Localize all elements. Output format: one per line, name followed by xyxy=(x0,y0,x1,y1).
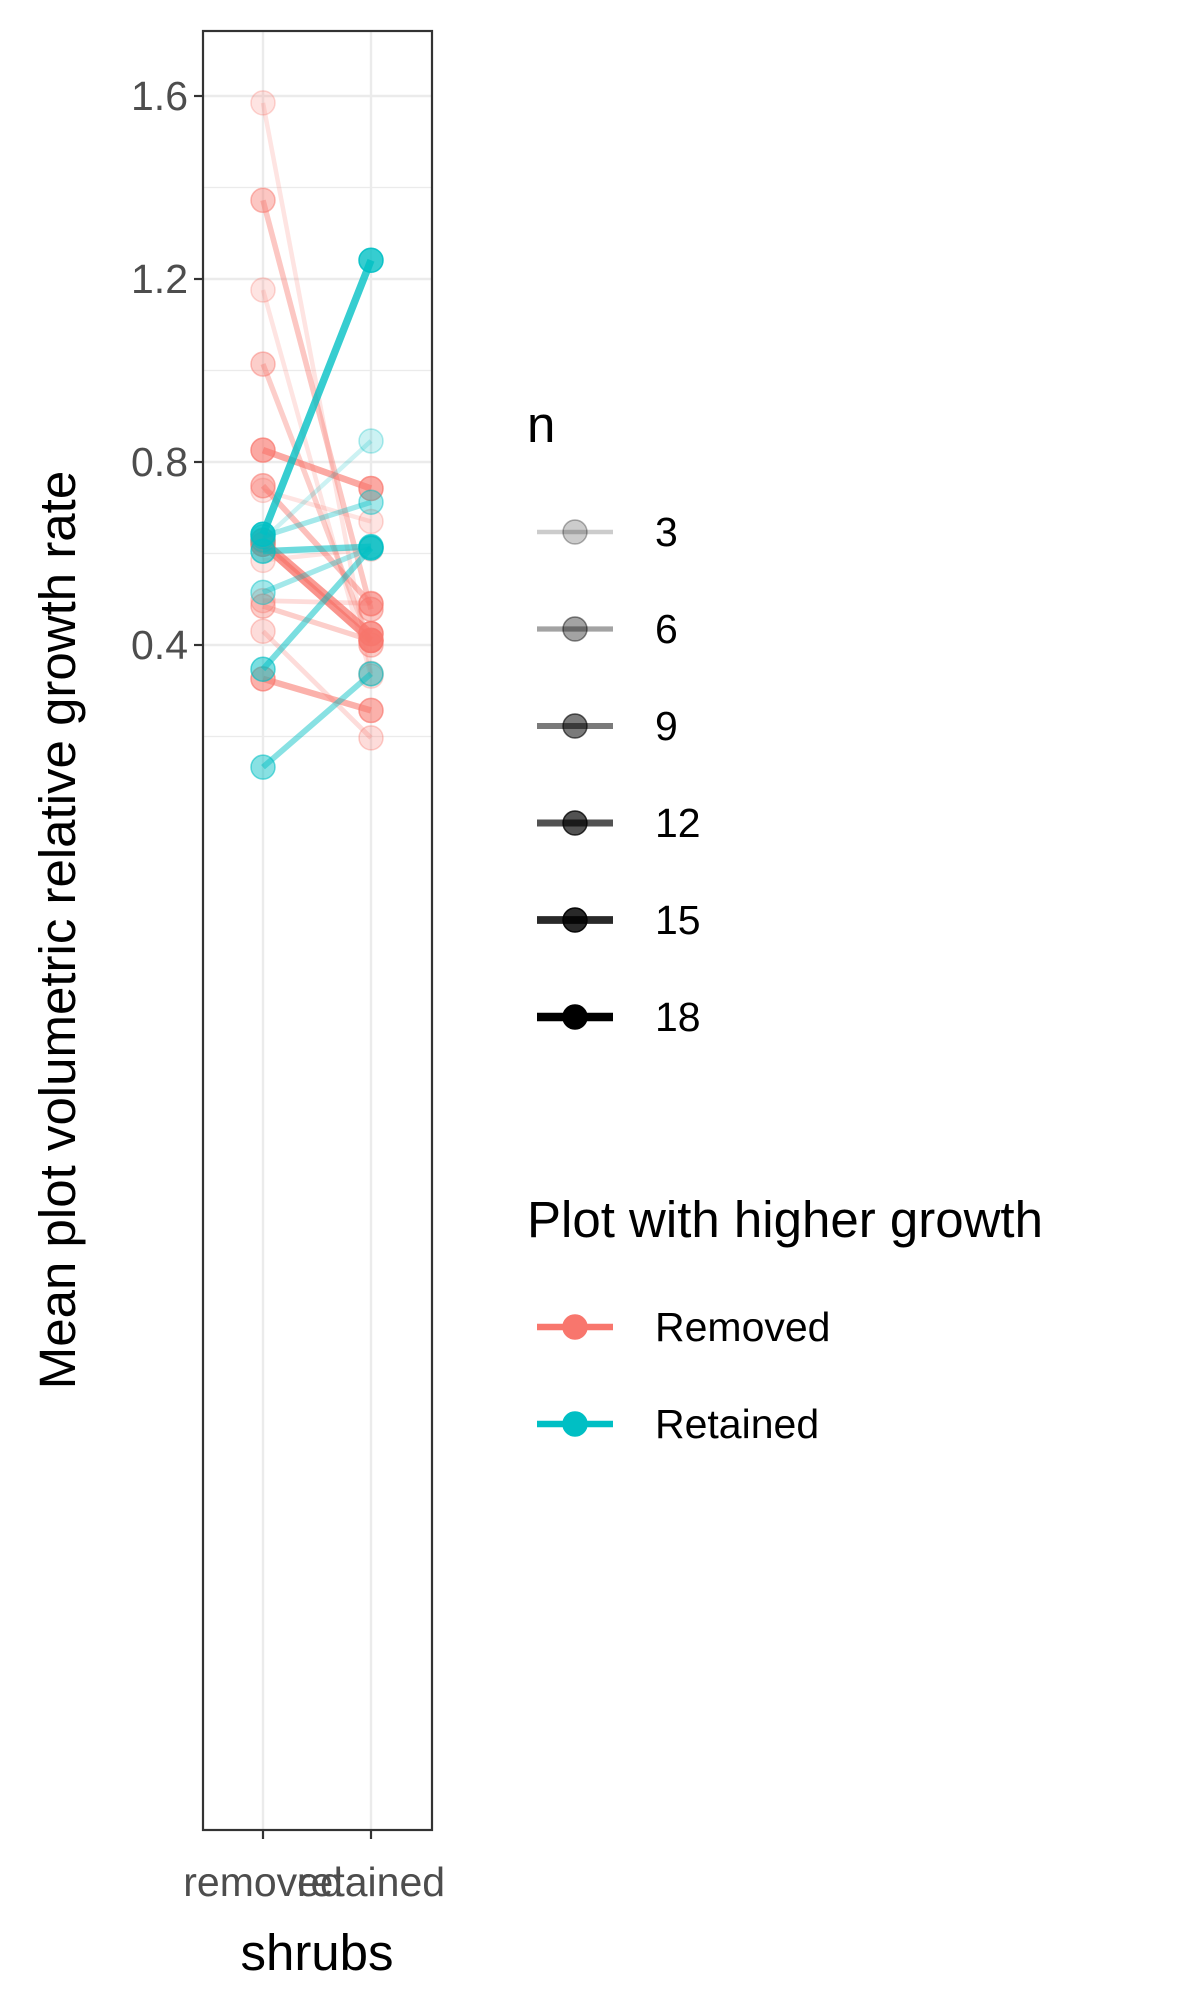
pair-line xyxy=(260,363,374,646)
legend-color-key: Removed xyxy=(537,1304,830,1350)
data-point xyxy=(250,754,276,780)
data-point xyxy=(358,508,384,535)
x-axis-title: shrubs xyxy=(240,1924,393,1981)
legend-n-key: 6 xyxy=(537,606,678,652)
legend-n-swatch-point xyxy=(562,907,588,933)
legend-color-swatch-point xyxy=(562,1314,588,1340)
y-tick-label: 0.4 xyxy=(131,622,188,668)
pair-line xyxy=(261,671,373,770)
data-point xyxy=(358,590,384,617)
legend-n-key: 3 xyxy=(537,509,678,555)
pair-line xyxy=(261,439,373,542)
y-tick-label: 1.2 xyxy=(131,256,188,302)
legend-n-label: 15 xyxy=(655,897,701,943)
legend-color-swatch-point xyxy=(562,1411,588,1437)
legend-n-swatch-point xyxy=(562,519,588,545)
legend-n-label: 12 xyxy=(655,800,701,846)
data-point xyxy=(358,661,384,687)
y-axis-title: Mean plot volumetric relative growth rat… xyxy=(29,471,86,1389)
data-point xyxy=(250,90,276,116)
legend-n-key: 15 xyxy=(537,897,701,943)
pair-line xyxy=(260,289,374,677)
legend-n-swatch-point xyxy=(562,1004,588,1030)
pair-line xyxy=(261,446,373,492)
legend-color-key: Retained xyxy=(537,1401,819,1447)
legend-n-label: 9 xyxy=(655,703,678,749)
data-point xyxy=(250,351,276,377)
legend-n-key: 9 xyxy=(537,703,678,749)
data-point xyxy=(250,477,276,504)
legend-n-key: 18 xyxy=(537,994,701,1040)
pair-line xyxy=(262,598,372,606)
data-point xyxy=(358,489,384,516)
legend-color-title: Plot with higher growth xyxy=(527,1191,1043,1248)
data-pairs xyxy=(250,90,384,780)
pair-retained xyxy=(250,661,384,780)
legend-n-swatch-point xyxy=(562,616,588,642)
pair-line xyxy=(260,545,374,672)
data-point xyxy=(250,593,276,619)
plot-panel-border xyxy=(201,29,434,1832)
data-point xyxy=(358,247,384,273)
data-point xyxy=(358,535,384,561)
legend-n-swatch-point xyxy=(562,810,588,836)
data-point xyxy=(250,473,276,499)
legend-n-title: n xyxy=(527,396,555,453)
pair-removed xyxy=(250,587,384,617)
legend-n-label: 6 xyxy=(655,606,678,652)
gridlines xyxy=(203,31,432,1830)
pair-retained xyxy=(250,535,384,682)
legend-n: n 3 6 9 12 15 18 xyxy=(527,396,701,1040)
data-point xyxy=(358,591,384,617)
data-point xyxy=(358,697,384,724)
y-tick-label: 0.8 xyxy=(131,439,188,485)
pair-line xyxy=(261,545,373,595)
legend-n-label: 18 xyxy=(655,994,701,1040)
data-point xyxy=(358,725,384,751)
data-point xyxy=(250,538,276,564)
data-point xyxy=(250,277,276,303)
legend-n-swatch-point xyxy=(562,713,588,739)
pair-line xyxy=(262,603,372,643)
pair-line xyxy=(262,543,372,555)
pair-line xyxy=(259,258,375,536)
plot-panel xyxy=(203,31,432,1830)
data-point xyxy=(250,579,276,606)
pair-removed xyxy=(250,593,384,654)
pair-line xyxy=(260,483,374,606)
legend-color: Plot with higher growth Removed Retained xyxy=(527,1191,1043,1447)
pair-line xyxy=(262,499,372,540)
data-point xyxy=(358,627,384,654)
pair-line xyxy=(262,675,372,714)
y-axis: 0.4 0.8 1.2 1.6 xyxy=(131,73,203,668)
legend-n-label: 3 xyxy=(655,509,678,555)
data-point xyxy=(358,627,384,654)
data-point xyxy=(250,618,276,645)
x-tick-label: retained xyxy=(297,1859,445,1905)
data-point xyxy=(250,587,276,614)
data-point xyxy=(250,187,276,214)
pair-removed xyxy=(250,473,384,617)
data-point xyxy=(358,428,384,454)
pair-line xyxy=(262,546,372,563)
legend-color-label: Removed xyxy=(655,1304,830,1350)
data-point xyxy=(358,475,384,502)
data-point xyxy=(250,437,276,463)
pair-removed xyxy=(250,437,384,502)
pair-retained xyxy=(250,247,384,548)
x-tick-label: removed xyxy=(183,1859,343,1905)
data-point xyxy=(250,656,276,682)
pair-line xyxy=(260,541,374,644)
legend-color-label: Retained xyxy=(655,1401,819,1447)
legend-n-key: 12 xyxy=(537,800,701,846)
y-tick-label: 1.6 xyxy=(131,73,188,119)
